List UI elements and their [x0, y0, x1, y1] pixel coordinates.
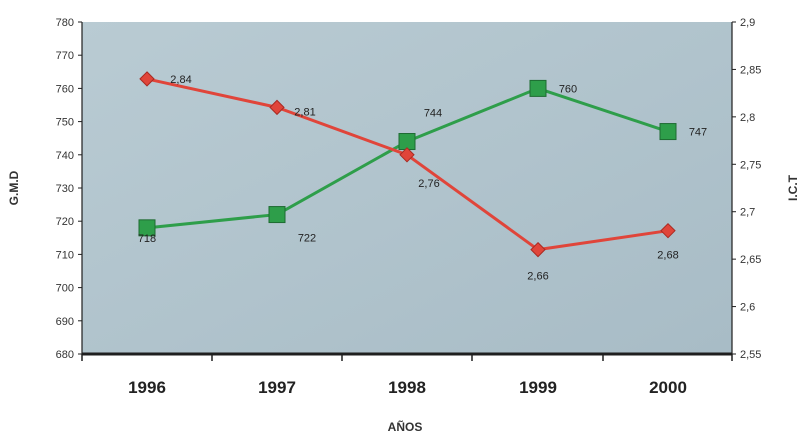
- x-tick-label: 1997: [258, 378, 296, 397]
- right-tick-label: 2,65: [740, 254, 761, 266]
- left-tick-label: 720: [56, 216, 74, 228]
- right-tick-label: 2,55: [740, 349, 761, 361]
- left-tick-label: 740: [56, 150, 74, 162]
- series-1-data-label: 2,84: [170, 74, 191, 86]
- right-tick-label: 2,9: [740, 17, 755, 29]
- left-tick-label: 760: [56, 83, 74, 95]
- x-tick-label: 1998: [388, 378, 426, 397]
- series-0-data-label: 744: [424, 108, 442, 120]
- plot-area: [82, 22, 732, 354]
- series-0-point: [268, 206, 286, 224]
- series-1-data-label: 2,81: [294, 106, 315, 118]
- series-1-point: [399, 147, 415, 163]
- x-axis-title: AÑOS: [388, 419, 423, 434]
- left-axis-title: G.M.D: [7, 170, 21, 205]
- series-1-data-label: 2,66: [527, 271, 548, 283]
- series-1-data-label: 2,68: [657, 250, 678, 262]
- right-tick-label: 2,85: [740, 64, 761, 76]
- series-0-data-label: 722: [298, 233, 316, 245]
- series-1-point: [660, 222, 676, 239]
- series-0-data-label: 747: [689, 127, 707, 139]
- series-1-point: [139, 71, 155, 87]
- series-1-data-label: 2,76: [418, 178, 439, 190]
- left-tick-label: 680: [56, 349, 74, 361]
- left-tick-label: 750: [56, 117, 74, 129]
- left-tick-label: 700: [56, 283, 74, 295]
- series-0-point: [529, 79, 547, 97]
- right-tick-label: 2,8: [740, 112, 755, 124]
- x-tick-label: 2000: [649, 378, 687, 397]
- left-tick-label: 730: [56, 183, 74, 195]
- left-tick-label: 710: [56, 249, 74, 261]
- right-tick-label: 2,75: [740, 159, 761, 171]
- series-0-point: [138, 219, 156, 237]
- right-tick-label: 2,7: [740, 207, 755, 219]
- right-tick-label: 2,6: [740, 302, 755, 314]
- left-tick-label: 690: [56, 316, 74, 328]
- series-0-data-label: 760: [559, 83, 577, 95]
- series-0-point: [659, 123, 677, 141]
- left-tick-label: 770: [56, 50, 74, 62]
- series-1-point: [530, 241, 546, 258]
- left-tick-label: 780: [56, 17, 74, 29]
- right-axis-title: I.C.T: [786, 174, 800, 201]
- series-1-point: [269, 99, 285, 116]
- series-0-data-label: 718: [138, 233, 156, 245]
- x-tick-label: 1999: [519, 378, 557, 397]
- x-tick-label: 1996: [128, 378, 166, 397]
